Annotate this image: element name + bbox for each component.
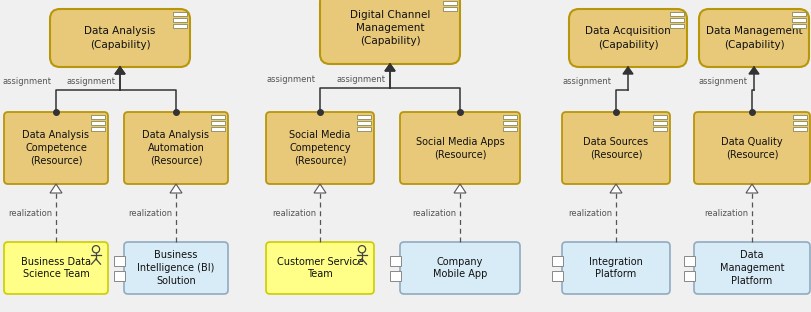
Polygon shape [453,184,466,193]
FancyBboxPatch shape [266,242,374,294]
Text: Digital Channel
Management
(Capability): Digital Channel Management (Capability) [350,10,430,46]
FancyBboxPatch shape [400,242,519,294]
Polygon shape [115,67,125,74]
Bar [502,115,517,119]
Bar [652,127,666,131]
Polygon shape [115,67,125,74]
Bar [91,115,105,119]
Bar [357,115,371,119]
Polygon shape [384,64,394,71]
Bar [652,121,666,125]
Polygon shape [748,67,758,74]
Text: Business Data
Science Team: Business Data Science Team [21,256,91,280]
FancyBboxPatch shape [266,112,374,184]
FancyBboxPatch shape [4,112,108,184]
Text: Business
Intelligence (BI)
Solution: Business Intelligence (BI) Solution [137,250,214,286]
Text: assignment: assignment [698,76,747,85]
Bar [669,12,683,16]
Bar [390,256,401,266]
Text: realization: realization [272,208,315,217]
Bar [173,18,187,22]
FancyBboxPatch shape [400,112,519,184]
FancyBboxPatch shape [320,0,460,64]
Text: Data Acquisition
(Capability): Data Acquisition (Capability) [585,27,670,50]
Text: Data Analysis
Automation
(Resource): Data Analysis Automation (Resource) [142,130,209,166]
Polygon shape [622,67,633,74]
Bar [684,256,694,266]
Text: realization: realization [411,208,456,217]
Bar [390,271,401,280]
Bar [791,12,805,16]
Text: Data Analysis
Competence
(Resource): Data Analysis Competence (Resource) [23,130,89,166]
Text: Data Sources
(Resource): Data Sources (Resource) [583,137,648,159]
Polygon shape [609,184,621,193]
Bar [91,121,105,125]
Bar [173,24,187,28]
FancyBboxPatch shape [124,242,228,294]
FancyBboxPatch shape [693,242,809,294]
Bar [551,256,563,266]
FancyBboxPatch shape [693,112,809,184]
Text: Data Management
(Capability): Data Management (Capability) [705,27,801,50]
Text: Social Media Apps
(Resource): Social Media Apps (Resource) [415,137,504,159]
FancyBboxPatch shape [4,242,108,294]
Bar [792,121,806,125]
Text: realization: realization [127,208,172,217]
Bar [502,121,517,125]
Text: realization: realization [8,208,52,217]
Text: Data Quality
(Resource): Data Quality (Resource) [720,137,782,159]
Text: assignment: assignment [67,76,116,85]
Text: assignment: assignment [267,75,315,84]
Text: realization: realization [567,208,611,217]
Bar [211,121,225,125]
Bar [791,18,805,22]
Bar [791,24,805,28]
Polygon shape [169,184,182,193]
FancyBboxPatch shape [698,9,808,67]
Bar [357,121,371,125]
Text: realization: realization [703,208,747,217]
FancyBboxPatch shape [569,9,686,67]
FancyBboxPatch shape [561,112,669,184]
Bar [684,271,694,280]
Bar [211,127,225,131]
Text: Integration
Platform: Integration Platform [588,256,642,280]
Bar [502,127,517,131]
Polygon shape [745,184,757,193]
Text: assignment: assignment [562,76,611,85]
Polygon shape [50,184,62,193]
Bar [91,127,105,131]
Bar [443,7,457,11]
Bar [173,12,187,16]
Text: assignment: assignment [337,75,385,84]
Polygon shape [314,184,325,193]
Text: Social Media
Competency
(Resource): Social Media Competency (Resource) [289,130,350,166]
FancyBboxPatch shape [50,9,190,67]
Bar [551,271,563,280]
Bar [114,256,125,266]
Bar [669,24,683,28]
Text: Data Analysis
(Capability): Data Analysis (Capability) [84,27,156,50]
Bar [669,18,683,22]
Polygon shape [384,64,394,71]
Text: Customer Service
Team: Customer Service Team [277,256,363,280]
FancyBboxPatch shape [561,242,669,294]
Bar [357,127,371,131]
Text: Data
Management
Platform: Data Management Platform [719,250,783,286]
Bar [443,1,457,5]
Bar [792,115,806,119]
Text: Company
Mobile App: Company Mobile App [432,256,487,280]
Text: assignment: assignment [3,76,52,85]
Bar [792,127,806,131]
Bar [652,115,666,119]
Bar [211,115,225,119]
FancyBboxPatch shape [124,112,228,184]
Bar [114,271,125,280]
